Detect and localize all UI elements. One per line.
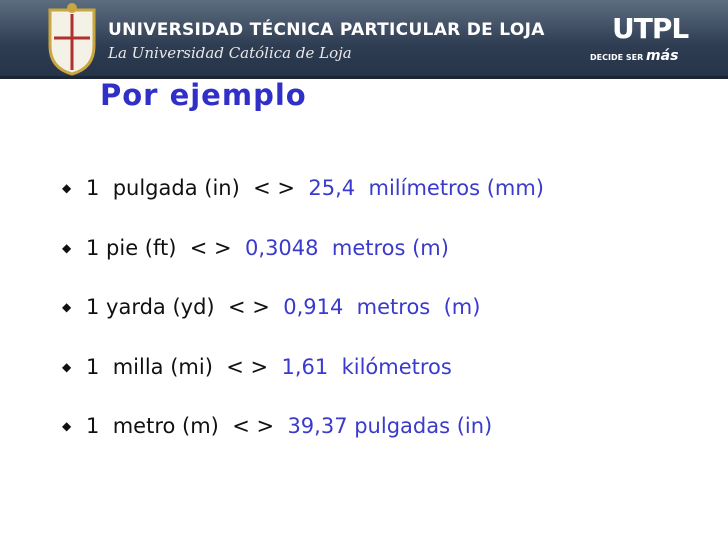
bullet-marker: ◆	[62, 240, 72, 255]
bullet-marker: ◆	[62, 419, 72, 433]
bullet-marker: ◆	[62, 359, 72, 374]
unit-left: 1 pie (ft) < >	[86, 235, 232, 260]
bullet-item: ◆ 1 milla (mi) < > 1,61 kilómetros	[62, 355, 452, 379]
unit-left: 1 milla (mi) < >	[86, 354, 269, 379]
bullet-item: ◆ 1 metro (m) < > 39,37 pulgadas (in)	[62, 414, 492, 438]
unit-left: 1 yarda (yd) < >	[86, 295, 270, 319]
tagline: La Universidad Católica de Loja	[108, 44, 352, 62]
slogan-emphasis: más	[646, 48, 679, 64]
slogan: DECIDE SER más	[590, 48, 678, 64]
unit-left: 1 metro (m) < >	[86, 414, 275, 438]
crest	[48, 3, 96, 76]
bullet-marker: ◆	[62, 181, 72, 195]
bullet-marker: ◆	[62, 300, 72, 314]
bullet-item: ◆ 1 pie (ft) < > 0,3048 metros (m)	[62, 236, 449, 260]
unit-right: 0,914 metros (m)	[283, 295, 481, 319]
unit-right: 1,61 kilómetros	[281, 354, 452, 379]
unit-right: 25,4 milímetros (mm)	[308, 176, 544, 200]
slogan-text: DECIDE SER	[590, 53, 644, 62]
unit-right: 39,37 pulgadas (in)	[287, 414, 493, 438]
bullet-item: ◆ 1 pulgada (in) < > 25,4 milímetros (mm)	[62, 176, 544, 200]
logo: UTPL	[612, 12, 689, 45]
university-name: UNIVERSIDAD TÉCNICA PARTICULAR DE LOJA	[108, 20, 545, 40]
slide-title: Por ejemplo	[100, 78, 307, 112]
unit-right: 0,3048 metros (m)	[245, 235, 449, 260]
unit-left: 1 pulgada (in) < >	[86, 176, 296, 200]
header-banner: UNIVERSIDAD TÉCNICA PARTICULAR DE LOJA L…	[0, 0, 728, 79]
bullet-item: ◆ 1 yarda (yd) < > 0,914 metros (m)	[62, 295, 480, 319]
